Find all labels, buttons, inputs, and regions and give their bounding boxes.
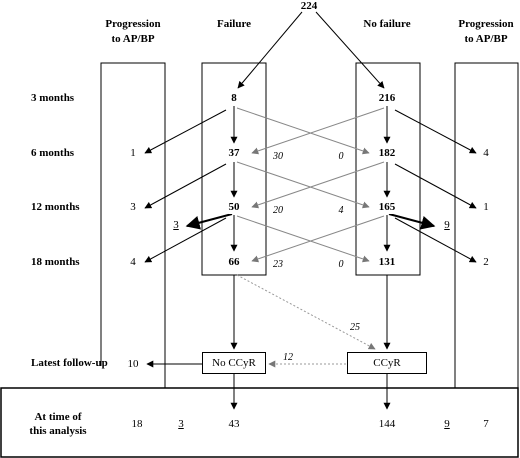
crossover-label-18m-to-failure: 23	[273, 259, 283, 270]
analysis-ccyr: 144	[378, 418, 396, 430]
cross-nofail-to-fail-18	[251, 215, 385, 263]
arrow-total-to-no-failure	[315, 11, 385, 89]
progression-left-6m: 1	[130, 147, 136, 159]
cross-nofail-to-fail-12	[251, 161, 385, 209]
no-failure-column	[355, 62, 421, 276]
no-failure-count-18m: 131	[378, 256, 396, 269]
cross-fail-to-nofail-12	[236, 161, 370, 209]
row-label-12-months: 12 months	[31, 201, 80, 213]
header-progression-right-2: to AP/BP	[464, 33, 508, 45]
analysis-prog-left: 18	[131, 418, 143, 430]
no-ccyr-box: No CCyR	[202, 352, 266, 374]
crossover-label-to-ccyr: 25	[350, 322, 360, 333]
header-no-failure: No failure	[363, 18, 411, 30]
cross-nofail-to-fail-6	[251, 107, 385, 155]
crossover-label-18m-to-no-failure: 0	[338, 259, 344, 270]
arrow-prog-left-6	[144, 109, 227, 154]
analysis-fail-exit: 3	[178, 418, 184, 430]
row-label-6-months: 6 months	[31, 147, 75, 159]
analysis-box	[0, 387, 519, 458]
header-failure: Failure	[216, 18, 252, 30]
no-failure-count-6m: 182	[378, 147, 396, 160]
arrow-nofail-side-exit	[388, 213, 436, 230]
arrow-fail-side-exit	[185, 213, 233, 230]
failure-count-12m: 50	[228, 201, 240, 214]
cross-fail-to-nofail-18	[236, 215, 370, 263]
header-progression-right-1: Progression	[458, 18, 514, 30]
analysis-no-ccyr: 43	[228, 418, 240, 430]
crossover-label-6m-to-failure: 30	[273, 151, 283, 162]
progression-right-column	[454, 62, 519, 388]
failure-count-18m: 66	[228, 256, 240, 269]
progression-right-12m: 1	[483, 201, 489, 213]
no-failure-count-12m: 165	[378, 201, 396, 214]
no-failure-count-3m: 216	[378, 92, 396, 105]
row-label-18-months: 18 months	[31, 256, 80, 268]
crossover-label-ccyr-to-no-ccyr: 12	[283, 352, 293, 363]
ccyr-box: CCyR	[347, 352, 427, 374]
row-label-3-months: 3 months	[31, 92, 75, 104]
arrow-prog-right-18	[394, 217, 477, 263]
row-label-analysis-2: this analysis	[29, 425, 87, 437]
arrow-prog-left-12	[144, 163, 227, 209]
arrow-prog-right-12	[394, 163, 477, 209]
total-count: 224	[300, 0, 318, 12]
progression-right-6m: 4	[483, 147, 489, 159]
crossover-label-12m-to-failure: 20	[273, 205, 283, 216]
arrow-prog-left-18	[144, 217, 227, 263]
arrow-prog-right-6	[394, 109, 477, 154]
progression-left-column	[100, 62, 166, 388]
failure-side-exit-label: 3	[173, 219, 179, 231]
progression-left-latest: 10	[127, 358, 139, 370]
failure-count-6m: 37	[228, 147, 240, 160]
analysis-prog-right: 7	[483, 418, 489, 430]
arrow-total-to-failure	[237, 11, 303, 89]
progression-right-18m: 2	[483, 256, 489, 268]
row-label-analysis-1: At time of	[34, 411, 82, 423]
header-progression-left-2: to AP/BP	[111, 33, 155, 45]
header-progression-left-1: Progression	[105, 18, 161, 30]
progression-left-18m: 4	[130, 256, 136, 268]
analysis-nofail-exit: 9	[444, 418, 450, 430]
crossover-label-12m-to-no-failure: 4	[338, 205, 344, 216]
failure-count-3m: 8	[231, 92, 237, 105]
no-failure-side-exit-label: 9	[444, 219, 450, 231]
row-label-latest: Latest follow-up	[31, 357, 108, 369]
progression-left-12m: 3	[130, 201, 136, 213]
cross-fail-to-ccyr	[236, 274, 376, 350]
cross-fail-to-nofail-6	[236, 107, 370, 155]
crossover-label-6m-to-no-failure: 0	[338, 151, 344, 162]
